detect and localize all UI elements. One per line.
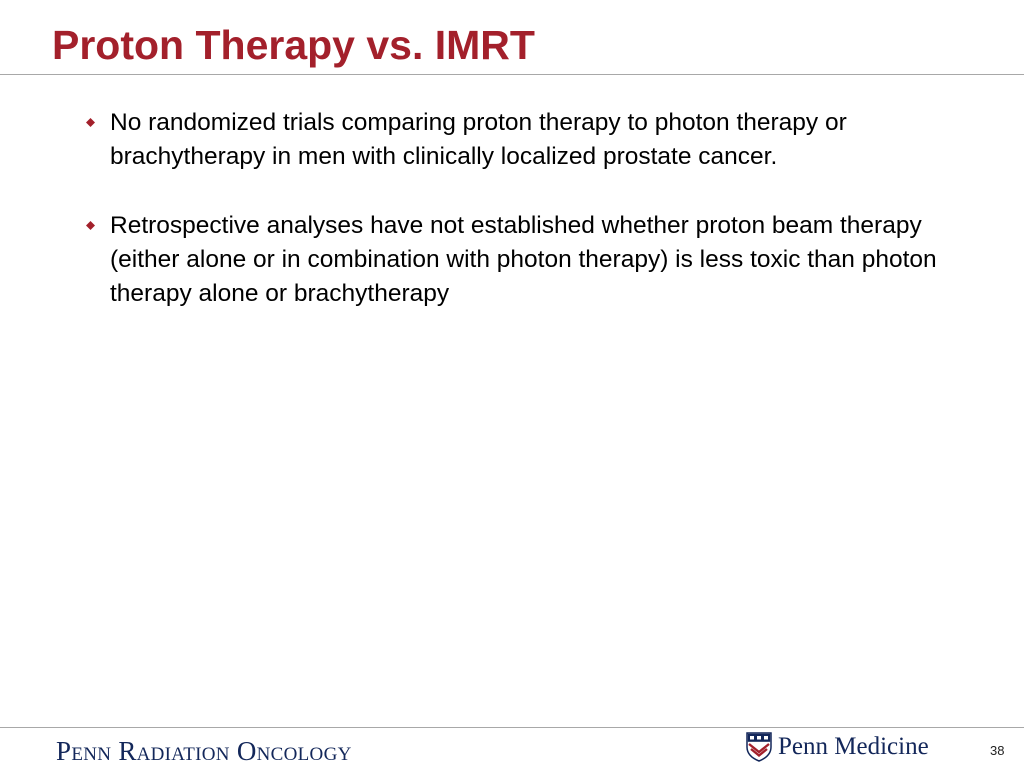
footer-divider (0, 727, 1024, 728)
bullet-text: No randomized trials comparing proton th… (110, 109, 847, 170)
department-wordmark: Penn Radiation Oncology (56, 736, 352, 766)
bullet-list: No randomized trials comparing proton th… (84, 106, 964, 346)
logo-text: Penn Medicine (778, 733, 929, 760)
penn-medicine-logo: Penn Medicine (746, 730, 929, 764)
diamond-bullet-icon (86, 221, 95, 230)
bullet-item: Retrospective analyses have not establis… (84, 209, 964, 311)
diamond-bullet-icon (86, 118, 95, 127)
title-divider (0, 74, 1024, 75)
penn-shield-icon (746, 732, 772, 762)
bullet-text: Retrospective analyses have not establis… (110, 212, 937, 307)
slide-title: Proton Therapy vs. IMRT (52, 22, 535, 68)
bullet-item: No randomized trials comparing proton th… (84, 106, 964, 174)
page-number: 38 (990, 743, 1005, 758)
